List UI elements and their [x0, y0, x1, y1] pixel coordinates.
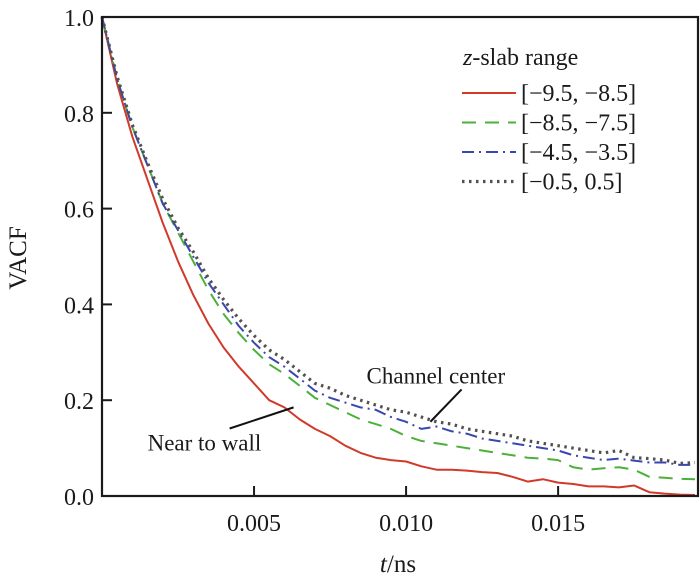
annotations: Near to wall Channel center	[148, 363, 506, 455]
y-tick-label: 0.6	[64, 198, 94, 224]
legend-title: z-slab range	[462, 45, 578, 71]
legend-label: [−4.5, −3.5]	[521, 140, 636, 166]
series-line-3	[100, 16, 696, 465]
series-layer	[100, 16, 696, 496]
x-axis-title-unit: /ns	[387, 551, 416, 578]
x-tick-label: 0.015	[531, 511, 585, 537]
legend: z-slab range [−9.5, −8.5] [−8.5, −7.5] [−4…	[462, 45, 636, 196]
annotation-leader	[429, 388, 463, 423]
series-line-0	[101, 16, 696, 496]
y-tick-label: 0.0	[64, 485, 94, 511]
y-axis-title: VACF	[5, 226, 32, 289]
legend-title-rest: -slab range	[472, 45, 578, 71]
y-tick-label: 1.0	[64, 6, 94, 32]
series-line-1	[101, 16, 696, 481]
axis-ticks: 0.0 0.2 0.4 0.6 0.8 1.0 0.005 0.010 0.015	[64, 6, 585, 537]
y-tick-label: 0.2	[64, 389, 94, 415]
y-tick-label: 0.4	[64, 293, 94, 319]
y-tick-label: 0.8	[64, 102, 94, 128]
annotation-leader	[229, 406, 294, 430]
annotation-text: Near to wall	[148, 430, 262, 455]
legend-label: [−8.5, −7.5]	[521, 111, 636, 137]
x-axis-title-var: t	[380, 551, 388, 578]
legend-label: [−9.5, −8.5]	[521, 81, 636, 107]
x-axis-title: t/ns	[380, 551, 416, 578]
legend-entry: [−4.5, −3.5]	[462, 140, 636, 166]
x-tick-label: 0.010	[379, 511, 433, 537]
legend-entry: [−8.5, −7.5]	[462, 111, 636, 137]
legend-label: [−0.5, 0.5]	[521, 170, 623, 196]
series-line-2	[101, 16, 695, 466]
annotation-text: Channel center	[367, 363, 506, 388]
annotation-0: Near to wall	[148, 406, 294, 455]
legend-entries: [−9.5, −8.5] [−8.5, −7.5] [−4.5, −3.5] [−0.…	[462, 81, 636, 196]
legend-title-var: z	[462, 45, 473, 71]
legend-entry: [−9.5, −8.5]	[462, 81, 636, 107]
plot-frame	[100, 15, 700, 498]
annotation-1: Channel center	[367, 363, 506, 423]
x-tick-label: 0.005	[227, 511, 281, 537]
legend-entry: [−0.5, 0.5]	[462, 170, 623, 196]
